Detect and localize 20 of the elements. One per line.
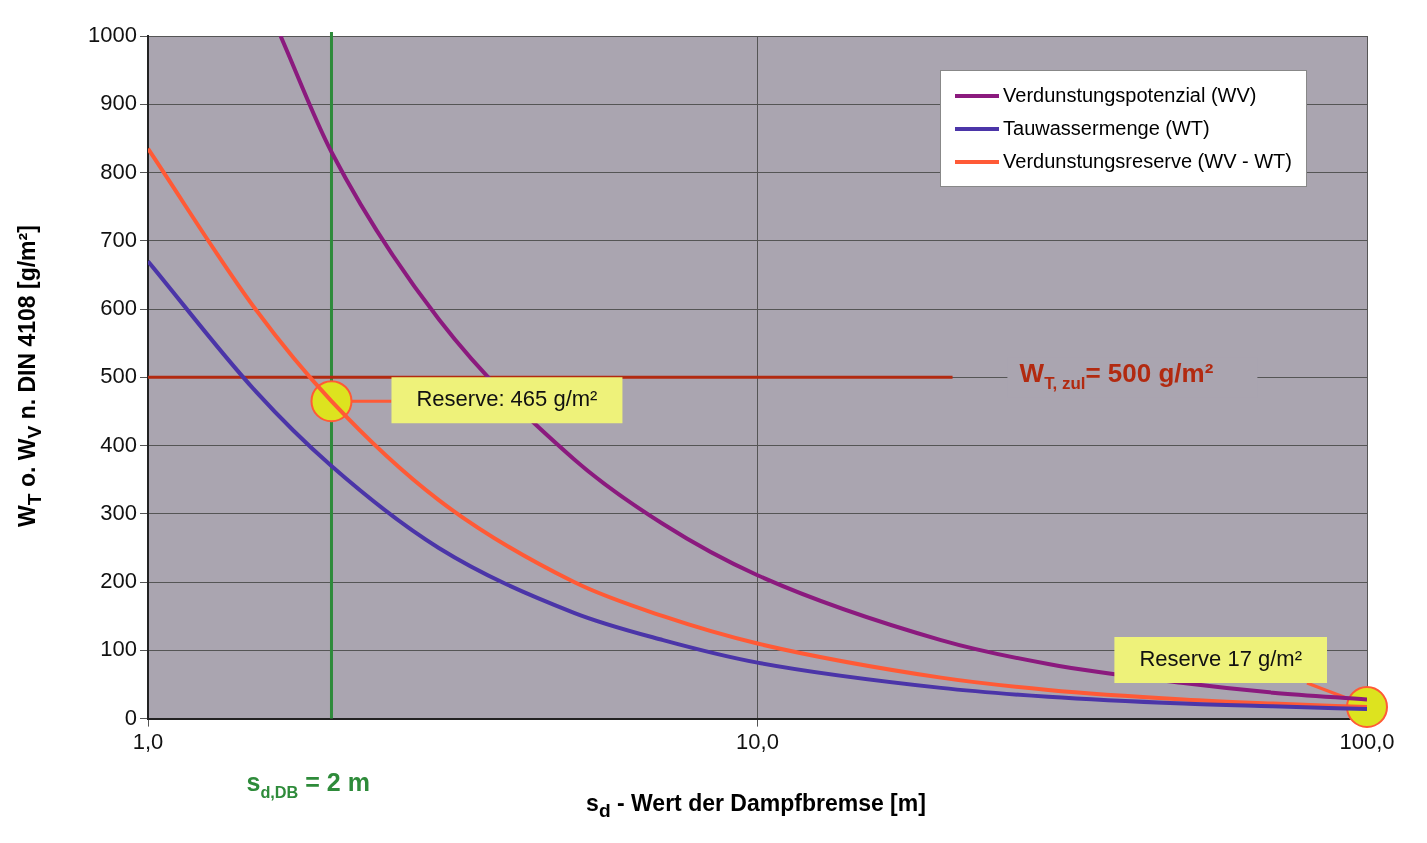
x-tick-label: 1,0 [132,728,164,754]
annotation: Reserve: 465 g/m² [416,386,598,412]
x-tick-label: 10,0 [736,728,779,754]
y-tick-label: 1000 [88,22,137,48]
y-tick-label: 800 [100,158,137,184]
y-tick-label: 300 [100,499,137,525]
y-tick-label: 200 [100,568,137,594]
legend-label: Verdunstungspotenzial (WV) [1003,84,1257,107]
annotation: Reserve 17 g/m² [1139,646,1303,672]
legend-label: Verdunstungsreserve (WV - WT) [1003,150,1292,173]
y-tick-label: 700 [100,226,137,252]
x-axis-title: s$_{d}$ - Wert der Dampfbremse [m] [586,790,926,822]
y-tick-label: 100 [100,636,137,662]
y-tick-label: 900 [100,90,137,116]
y-tick-label: 500 [100,363,137,389]
y-tick-label: 600 [100,295,137,321]
legend-label: Tauwassermenge (WT) [1003,117,1210,140]
y-tick-label: 400 [100,431,137,457]
x-tick-label: 100,0 [1339,728,1395,754]
y-tick-label: 0 [124,704,137,730]
